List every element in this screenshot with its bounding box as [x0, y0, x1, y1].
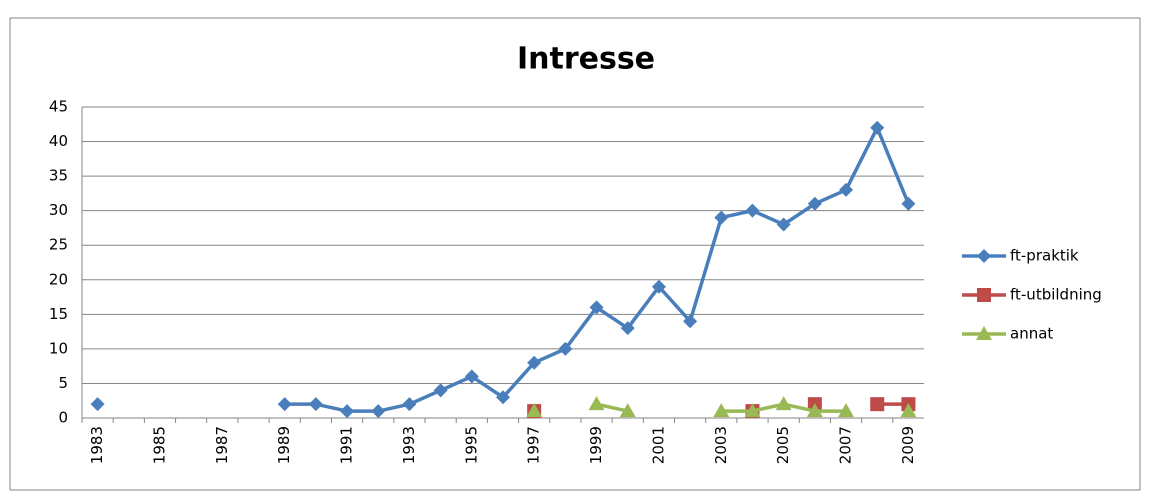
legend-label: ft-utbildning — [1010, 286, 1102, 304]
chart-frame — [9, 17, 1141, 491]
y-tick-label: 25 — [49, 236, 68, 254]
marker — [651, 279, 666, 294]
y-tick-label: 35 — [49, 167, 68, 185]
marker — [807, 196, 822, 211]
y-tick-label: 30 — [49, 201, 68, 219]
x-tick-label: 1995 — [462, 426, 480, 464]
marker — [588, 396, 605, 411]
marker — [977, 288, 991, 302]
marker — [744, 403, 761, 418]
marker — [340, 404, 355, 419]
x-tick-label: 1991 — [338, 426, 356, 464]
marker — [901, 196, 916, 211]
marker — [838, 403, 855, 418]
marker — [977, 249, 991, 263]
x-tick-label: 2009 — [899, 426, 917, 464]
x-tick-label: 1987 — [213, 426, 231, 464]
marker — [90, 397, 105, 412]
marker — [870, 397, 885, 412]
x-tick-label: 2001 — [649, 426, 667, 464]
y-tick-label: 5 — [58, 374, 68, 392]
marker — [806, 403, 823, 418]
x-tick-label: 2007 — [837, 426, 855, 464]
marker — [776, 217, 791, 232]
legend-label: annat — [1010, 325, 1053, 343]
x-tick-label: 2003 — [712, 426, 730, 464]
legend-label: ft-praktik — [1010, 247, 1079, 265]
marker — [714, 210, 729, 225]
marker — [775, 396, 792, 411]
marker — [433, 383, 448, 398]
x-tick-label: 1999 — [587, 426, 605, 464]
y-tick-label: 40 — [49, 132, 68, 150]
marker — [371, 404, 386, 419]
y-tick-label: 10 — [49, 339, 68, 357]
marker — [526, 403, 543, 418]
x-tick-label: 2005 — [774, 426, 792, 464]
x-tick-label: 1985 — [150, 426, 168, 464]
y-tick-label: 20 — [49, 270, 68, 288]
marker — [619, 403, 636, 418]
y-tick-label: 0 — [58, 409, 68, 427]
y-tick-label: 45 — [49, 98, 68, 116]
y-tick-label: 15 — [49, 305, 68, 323]
x-tick-label: 1983 — [88, 426, 106, 464]
marker — [558, 341, 573, 356]
marker — [745, 203, 760, 218]
marker — [589, 300, 604, 315]
marker — [870, 120, 885, 135]
marker — [900, 403, 917, 418]
marker — [839, 182, 854, 197]
x-tick-label: 1989 — [275, 426, 293, 464]
marker — [713, 403, 730, 418]
marker — [402, 397, 417, 412]
marker — [308, 397, 323, 412]
x-tick-label: 1993 — [400, 426, 418, 464]
marker — [277, 397, 292, 412]
marker — [620, 321, 635, 336]
marker — [496, 390, 510, 405]
marker — [527, 355, 542, 370]
chart-title: Intresse — [517, 42, 655, 77]
x-tick-label: 1997 — [525, 426, 543, 464]
marker — [464, 369, 479, 384]
marker — [976, 326, 992, 340]
marker — [683, 314, 698, 329]
